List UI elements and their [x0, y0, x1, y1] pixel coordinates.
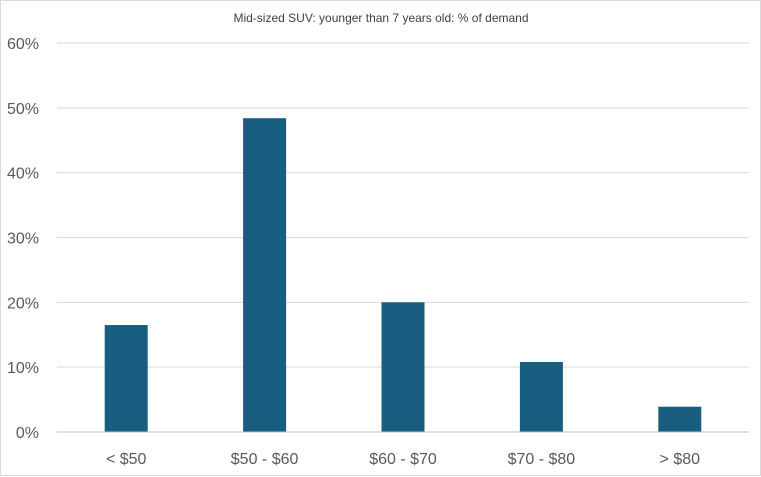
y-tick-label: 10% — [7, 360, 39, 377]
x-tick-label: > $80 — [660, 451, 701, 468]
y-axis-ticks: 0% 10% 20% 30% 40% 50% 60% — [7, 36, 39, 442]
chart-title: Mid-sized SUV: younger than 7 years old:… — [233, 11, 528, 25]
y-tick-label: 20% — [7, 295, 39, 312]
bar — [243, 118, 287, 432]
bar — [519, 361, 563, 432]
x-tick-label: $50 - $60 — [231, 451, 299, 468]
gridlines — [57, 42, 749, 368]
y-tick-label: 50% — [7, 101, 39, 118]
x-tick-label: $60 - $70 — [369, 451, 437, 468]
bars — [104, 118, 702, 432]
bar — [658, 406, 702, 432]
y-tick-label: 60% — [7, 36, 39, 53]
x-axis-ticks: < $50 $50 - $60 $60 - $70 $70 - $80 > $80 — [106, 451, 700, 468]
bar — [104, 325, 148, 432]
y-tick-label: 40% — [7, 166, 39, 183]
bar — [381, 302, 425, 432]
x-tick-label: $70 - $80 — [508, 451, 576, 468]
y-tick-label: 0% — [16, 425, 39, 442]
x-tick-label: < $50 — [106, 451, 147, 468]
y-tick-label: 30% — [7, 231, 39, 248]
